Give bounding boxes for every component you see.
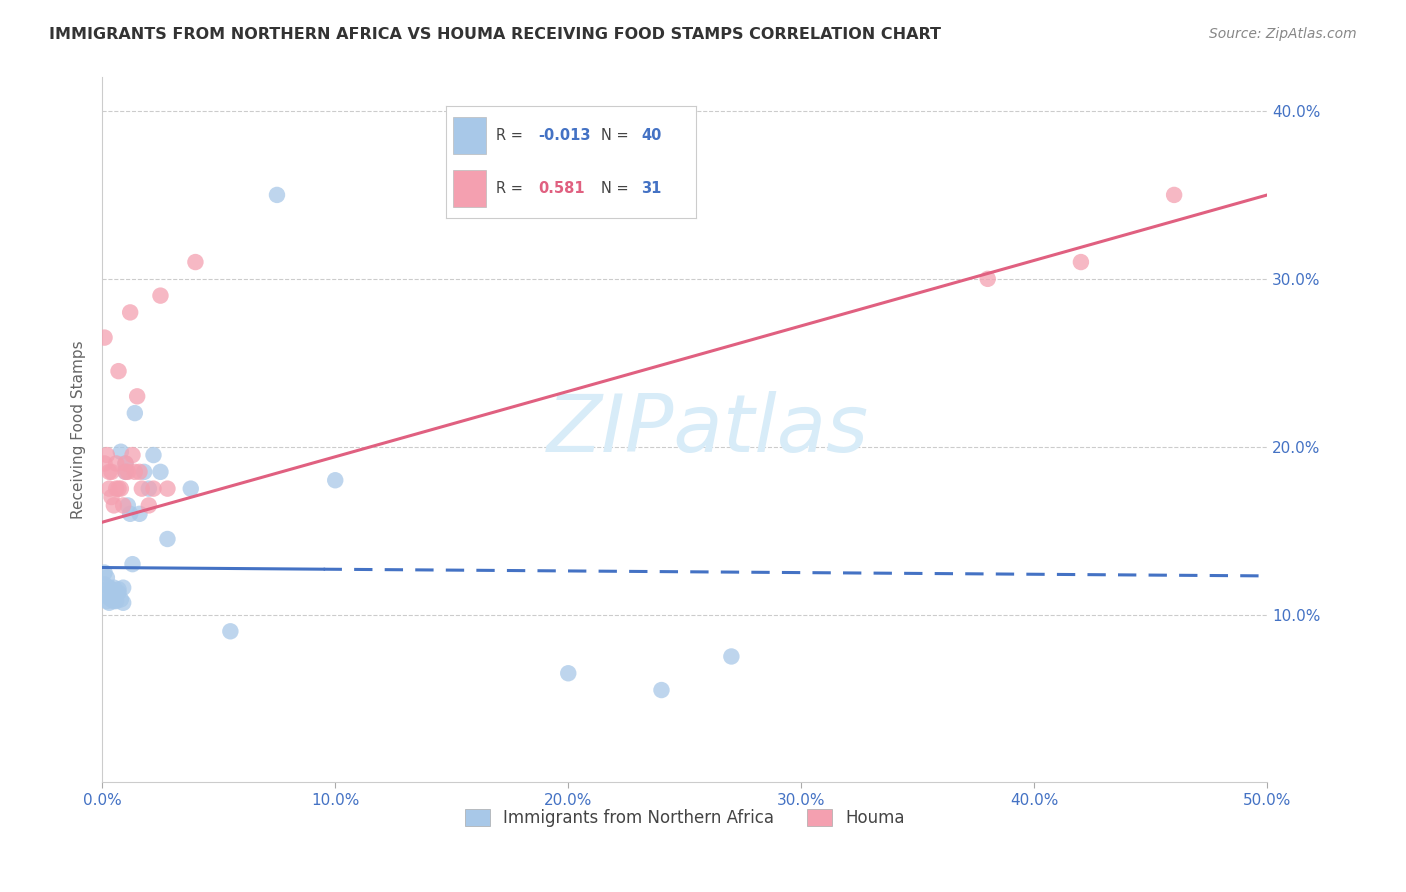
Point [93, 577, 115, 591]
Point [100, 592, 122, 607]
Point [117, 499, 139, 513]
Point [142, 482, 165, 496]
Point [103, 499, 125, 513]
Point [138, 499, 160, 513]
Y-axis label: Receiving Food Stamps: Receiving Food Stamps [72, 341, 86, 519]
Point [156, 482, 179, 496]
Point [557, 666, 579, 681]
Point [323, 473, 346, 487]
Point [128, 465, 150, 479]
Point [98, 482, 121, 496]
Point [134, 465, 156, 479]
Point [127, 389, 149, 403]
Point [1163, 188, 1185, 202]
Point [131, 482, 153, 496]
Point [121, 557, 143, 571]
Point [114, 465, 136, 479]
Point [110, 444, 132, 458]
Point [112, 499, 135, 513]
Point [180, 482, 202, 496]
Point [107, 364, 129, 378]
Point [121, 448, 143, 462]
Point [105, 594, 128, 608]
Point [720, 649, 742, 664]
Point [976, 272, 998, 286]
Point [149, 288, 172, 302]
Point [124, 406, 146, 420]
Point [650, 683, 672, 698]
Text: Source: ZipAtlas.com: Source: ZipAtlas.com [1209, 27, 1357, 41]
Point [1070, 255, 1092, 269]
Point [142, 448, 165, 462]
Text: ZIPatlas: ZIPatlas [547, 391, 869, 469]
Point [184, 255, 207, 269]
Point [100, 582, 122, 597]
Point [120, 507, 142, 521]
Point [266, 188, 288, 202]
Point [93, 566, 115, 580]
Point [114, 457, 136, 471]
Point [114, 457, 136, 471]
Point [107, 482, 129, 496]
Point [93, 457, 115, 471]
Point [112, 581, 135, 595]
Point [100, 465, 122, 479]
Point [128, 507, 150, 521]
Point [96, 594, 118, 608]
Point [156, 532, 179, 546]
Point [124, 465, 146, 479]
Point [107, 582, 129, 597]
Point [219, 624, 242, 639]
Point [110, 482, 132, 496]
Point [98, 465, 121, 479]
Point [103, 594, 125, 608]
Point [103, 581, 125, 595]
Point [117, 465, 139, 479]
Point [100, 490, 122, 504]
Point [98, 581, 121, 595]
Point [107, 585, 129, 599]
Point [149, 465, 172, 479]
Point [105, 585, 128, 599]
Point [110, 592, 132, 607]
Point [112, 596, 135, 610]
Point [120, 305, 142, 319]
Point [96, 585, 118, 599]
Point [96, 448, 118, 462]
Point [138, 482, 160, 496]
Point [105, 457, 128, 471]
Point [96, 571, 118, 585]
Point [98, 591, 121, 605]
Text: IMMIGRANTS FROM NORTHERN AFRICA VS HOUMA RECEIVING FOOD STAMPS CORRELATION CHART: IMMIGRANTS FROM NORTHERN AFRICA VS HOUMA… [49, 27, 941, 42]
Point [103, 587, 125, 601]
Point [105, 482, 128, 496]
Point [93, 330, 115, 344]
Point [98, 596, 121, 610]
Legend: Immigrants from Northern Africa, Houma: Immigrants from Northern Africa, Houma [458, 803, 911, 834]
Point [114, 465, 136, 479]
